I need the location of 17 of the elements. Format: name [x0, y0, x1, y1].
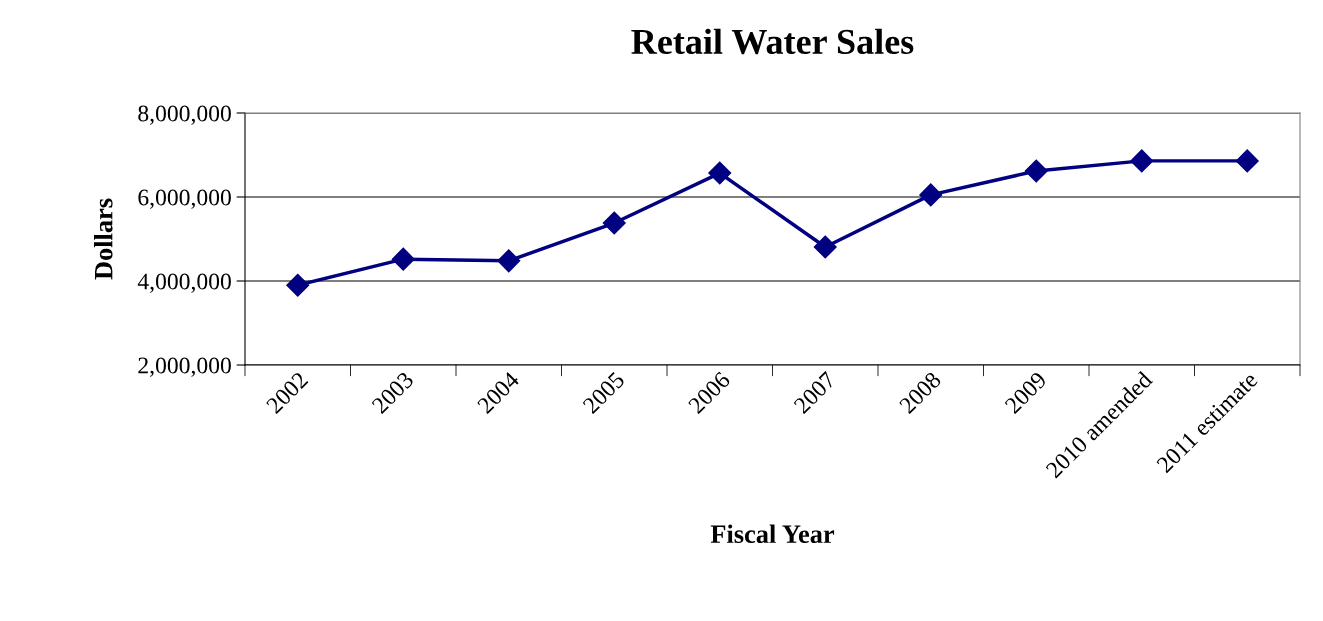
point	[813, 235, 837, 259]
y-axis-title: Dollars	[93, 198, 113, 280]
point	[1130, 149, 1154, 173]
point	[919, 183, 943, 207]
y-tick-label: 4,000,000	[137, 273, 231, 293]
y-tick-label: 2,000,000	[138, 357, 231, 377]
y-tick-label: 8,000,000	[138, 105, 231, 125]
x-axis-title: Fiscal Year	[710, 524, 835, 544]
point	[602, 211, 626, 235]
point	[286, 273, 310, 297]
y-tick-label: 6,000,000	[138, 189, 231, 209]
point	[391, 247, 415, 271]
chart-title: Retail Water Sales	[631, 28, 914, 55]
point	[1024, 159, 1048, 183]
point	[1235, 149, 1259, 173]
point	[708, 161, 732, 185]
point	[497, 249, 521, 273]
